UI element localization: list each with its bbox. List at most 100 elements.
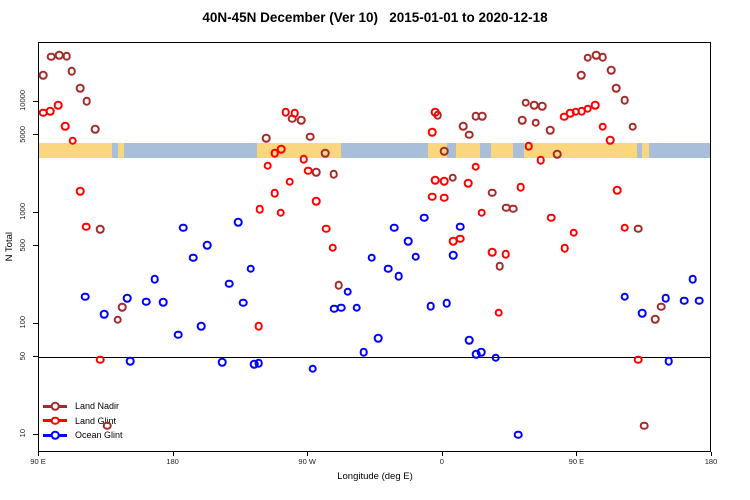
data-point [514,430,523,439]
data-point [439,176,449,186]
data-point [179,223,188,233]
data-points-layer [39,43,710,451]
data-point [560,243,569,253]
legend-label: Land Glint [75,415,117,426]
data-point [471,162,480,171]
x-axis-tick [576,452,578,456]
x-axis-title: Longitude (deg E) [337,471,413,482]
data-point [254,322,264,331]
data-point [431,107,440,117]
legend: Land Nadir Land Glint Ocean Glint [43,399,123,443]
data-point [90,124,100,134]
data-point [508,204,518,214]
data-point [656,302,666,311]
data-point [494,308,504,318]
data-point [158,297,168,307]
data-point [448,250,458,260]
legend-item-land-glint: Land Glint [43,414,123,429]
data-point [308,364,317,374]
data-point [664,356,673,366]
x-axis-tick [307,452,309,456]
data-point [633,355,643,365]
data-point [583,104,593,113]
y-axis-tick-label: 10 [17,429,27,438]
data-point [501,250,510,259]
x-axis-tick-label: 180 [704,457,718,466]
chart-title: 40N-45N December (Ver 10) 2015-01-01 to … [202,10,548,25]
legend-marker-land-glint [43,416,67,426]
data-point [270,188,279,198]
data-point [476,348,486,357]
data-point [517,115,527,125]
data-point [404,236,413,246]
y-axis-tick [33,355,38,357]
y-axis-tick-label: 10000 [17,90,27,111]
data-point [458,121,468,131]
x-axis-tick [711,452,712,456]
legend-label: Land Nadir [75,401,120,412]
y-axis-tick-label: 100 [17,316,27,329]
data-point [202,240,212,250]
data-point [598,52,608,62]
data-point [285,177,294,187]
y-axis-tick [33,433,38,435]
y-axis-tick [33,322,38,324]
legend-item-ocean-glint: Ocean Glint [43,428,123,443]
data-point [233,217,243,227]
data-point [463,179,473,188]
data-point [606,66,616,75]
data-point [546,213,556,222]
x-axis-tick-label: 0 [439,457,444,466]
data-point [299,154,308,164]
data-point [224,279,234,289]
legend-label: Ocean Glint [75,430,123,441]
data-point [321,224,331,234]
data-point [343,287,353,296]
map-band-segment-land [118,142,125,159]
data-point [117,302,127,312]
legend-marker-land-nadir [43,401,67,411]
data-point [428,192,437,201]
x-axis-tick-label: 180 [166,457,179,466]
data-point [455,222,465,231]
data-point [529,100,539,110]
data-point [270,149,279,158]
data-point [598,122,608,131]
data-point [612,185,622,195]
data-point [96,224,105,234]
data-point [439,146,449,156]
data-point [491,353,501,363]
x-axis-tick [441,452,443,456]
x-axis-tick-label: 90 W [298,457,316,466]
map-band-segment-ocean [649,142,710,159]
data-point [303,166,313,176]
data-point [96,355,105,365]
data-point [620,223,629,233]
data-point [102,421,112,430]
data-point [196,321,206,331]
data-point [54,100,63,110]
data-point [516,183,525,192]
data-point [67,66,77,76]
data-point [263,161,273,171]
data-point [680,296,689,306]
x-axis-tick [38,452,39,456]
y-axis-title: N Total [3,232,15,262]
data-point [464,130,474,140]
data-point [394,271,403,281]
data-point [620,292,629,302]
data-point [477,208,486,218]
data-point [255,204,264,214]
data-point [81,292,90,302]
data-point [75,83,85,93]
data-point [455,234,465,243]
data-point [262,133,271,143]
plot-area: Land Nadir Land Glint Ocean Glint [38,42,711,452]
data-point [487,247,497,257]
data-point [688,275,697,284]
data-point [238,298,248,307]
y-axis-tick [33,211,38,213]
data-point [367,253,377,262]
data-point [537,101,547,111]
